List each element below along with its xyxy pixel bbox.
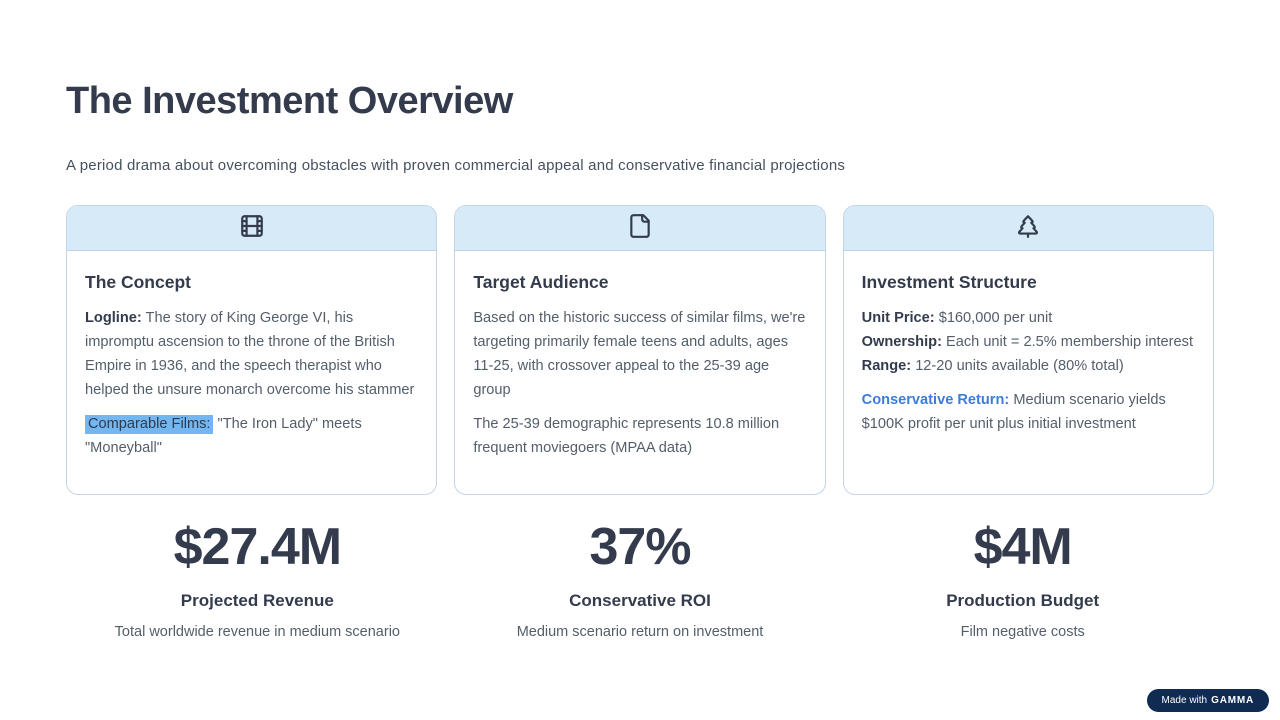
stat-description: Medium scenario return on investment — [516, 624, 764, 641]
ownership-text: Each unit = 2.5% membership interest — [946, 334, 1194, 350]
gamma-logo: GAMMA — [1211, 695, 1254, 706]
conservative-return-label: Conservative Return: — [861, 392, 1010, 408]
stat-label: Production Budget — [946, 591, 1100, 611]
stat-description: Film negative costs — [960, 624, 1085, 641]
stat-value: $4M — [973, 518, 1073, 576]
stat-description: Total worldwide revenue in medium scenar… — [114, 624, 400, 641]
ownership-label: Ownership: — [861, 334, 942, 350]
card-title: Investment Structure — [861, 272, 1037, 292]
stat-label: Projected Revenue — [180, 591, 334, 611]
file-icon — [627, 213, 653, 244]
comparable-films-text: "The Iron Lady" meets "Moneyball" — [85, 416, 362, 456]
stats-row: $27.4M Projected Revenue Total worldwide… — [66, 518, 1214, 641]
stat-production-budget: $4M Production Budget Film negative cost… — [831, 518, 1214, 641]
stat-value: $27.4M — [173, 518, 342, 576]
stat-label: Conservative ROI — [569, 591, 711, 611]
card-title: Target Audience — [473, 272, 609, 292]
card-the-concept: The Concept Logline: The story of King G… — [66, 205, 438, 495]
card-body: The Concept Logline: The story of King G… — [67, 251, 436, 460]
card-header — [67, 206, 437, 251]
card-header — [843, 206, 1213, 251]
comparable-films-highlight: Comparable Films: — [85, 415, 214, 434]
conservative-return-paragraph: Conservative Return: Medium scenario yie… — [862, 388, 1195, 436]
cards-row: The Concept Logline: The story of King G… — [66, 205, 1214, 495]
card-header — [455, 206, 825, 251]
card-target-audience: Target Audience Based on the historic su… — [454, 205, 826, 495]
pine-tree-icon — [1015, 213, 1041, 244]
stat-value: 37% — [589, 518, 691, 576]
card-body: Investment Structure Unit Price: $160,00… — [844, 251, 1213, 436]
stat-conservative-roi: 37% Conservative ROI Medium scenario ret… — [449, 518, 832, 641]
logline-paragraph: Logline: The story of King George VI, hi… — [85, 306, 418, 402]
page-title: The Investment Overview — [66, 80, 513, 122]
unit-price-label: Unit Price: — [861, 310, 935, 326]
conservative-return-text: Medium scenario yields $100K profit per … — [861, 392, 1166, 432]
badge-prefix: Made with — [1161, 695, 1208, 706]
film-icon — [239, 213, 265, 244]
range-text: 12-20 units available (80% total) — [915, 358, 1124, 374]
range-label: Range: — [861, 358, 912, 374]
audience-paragraph-1: Based on the historic success of similar… — [473, 310, 806, 398]
card-title: The Concept — [85, 272, 191, 292]
logline-label: Logline: — [85, 310, 142, 326]
stat-projected-revenue: $27.4M Projected Revenue Total worldwide… — [66, 518, 449, 641]
logline-text: The story of King George VI, his impromp… — [85, 310, 415, 398]
unit-price-text: $160,000 per unit — [938, 310, 1053, 326]
card-body: Target Audience Based on the historic su… — [455, 251, 824, 460]
comparable-films-paragraph: Comparable Films: "The Iron Lady" meets … — [85, 412, 418, 460]
made-with-gamma-badge[interactable]: Made with GAMMA — [1146, 689, 1269, 712]
audience-paragraph-2: The 25-39 demographic represents 10.8 mi… — [473, 416, 780, 456]
structure-lines: Unit Price: $160,000 per unit Ownership: … — [862, 306, 1195, 378]
page-subtitle: A period drama about overcoming obstacle… — [66, 157, 846, 174]
card-investment-structure: Investment Structure Unit Price: $160,00… — [842, 205, 1214, 495]
